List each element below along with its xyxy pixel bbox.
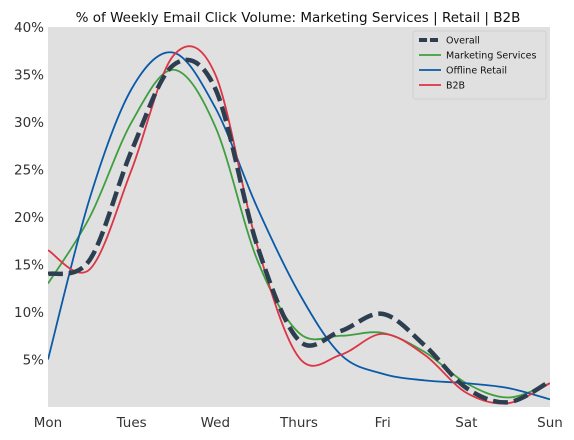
series-line-overall	[48, 57, 550, 405]
y-axis: 5% 10% 15% 20% 25% 30% 35% 40%	[14, 20, 44, 369]
y-tick-label: 5%	[23, 353, 45, 369]
x-tick-label: Wed	[201, 415, 230, 431]
chart-title: % of Weekly Email Click Volume: Marketin…	[76, 10, 521, 26]
x-axis: Mon Tues Wed Thurs Fri Sat Sun	[34, 415, 563, 431]
legend-label: Marketing Services	[446, 51, 536, 62]
legend-box	[412, 30, 547, 100]
y-tick-label: 15%	[14, 258, 44, 274]
legend-label: Overall	[446, 36, 480, 47]
y-tick-label: 10%	[14, 305, 44, 321]
legend-label: B2B	[446, 81, 465, 92]
series-line-marketing-services	[48, 68, 550, 399]
y-tick-label: 40%	[14, 20, 44, 36]
lines-layer	[48, 45, 550, 405]
y-tick-label: 30%	[14, 115, 44, 131]
x-tick-label: Sat	[455, 415, 477, 431]
legend: Overall Marketing Services Offline Retail B…	[412, 30, 547, 100]
y-tick-label: 35%	[14, 68, 44, 84]
y-tick-label: 25%	[14, 163, 44, 179]
y-tick-label: 20%	[14, 210, 44, 226]
x-tick-label: Fri	[375, 415, 391, 431]
legend-label: Offline Retail	[446, 66, 507, 77]
x-tick-label: Tues	[116, 415, 147, 431]
x-tick-label: Thurs	[279, 415, 318, 431]
series-line-b2b	[48, 45, 550, 405]
x-tick-label: Sun	[537, 415, 563, 431]
x-tick-label: Mon	[34, 415, 62, 431]
